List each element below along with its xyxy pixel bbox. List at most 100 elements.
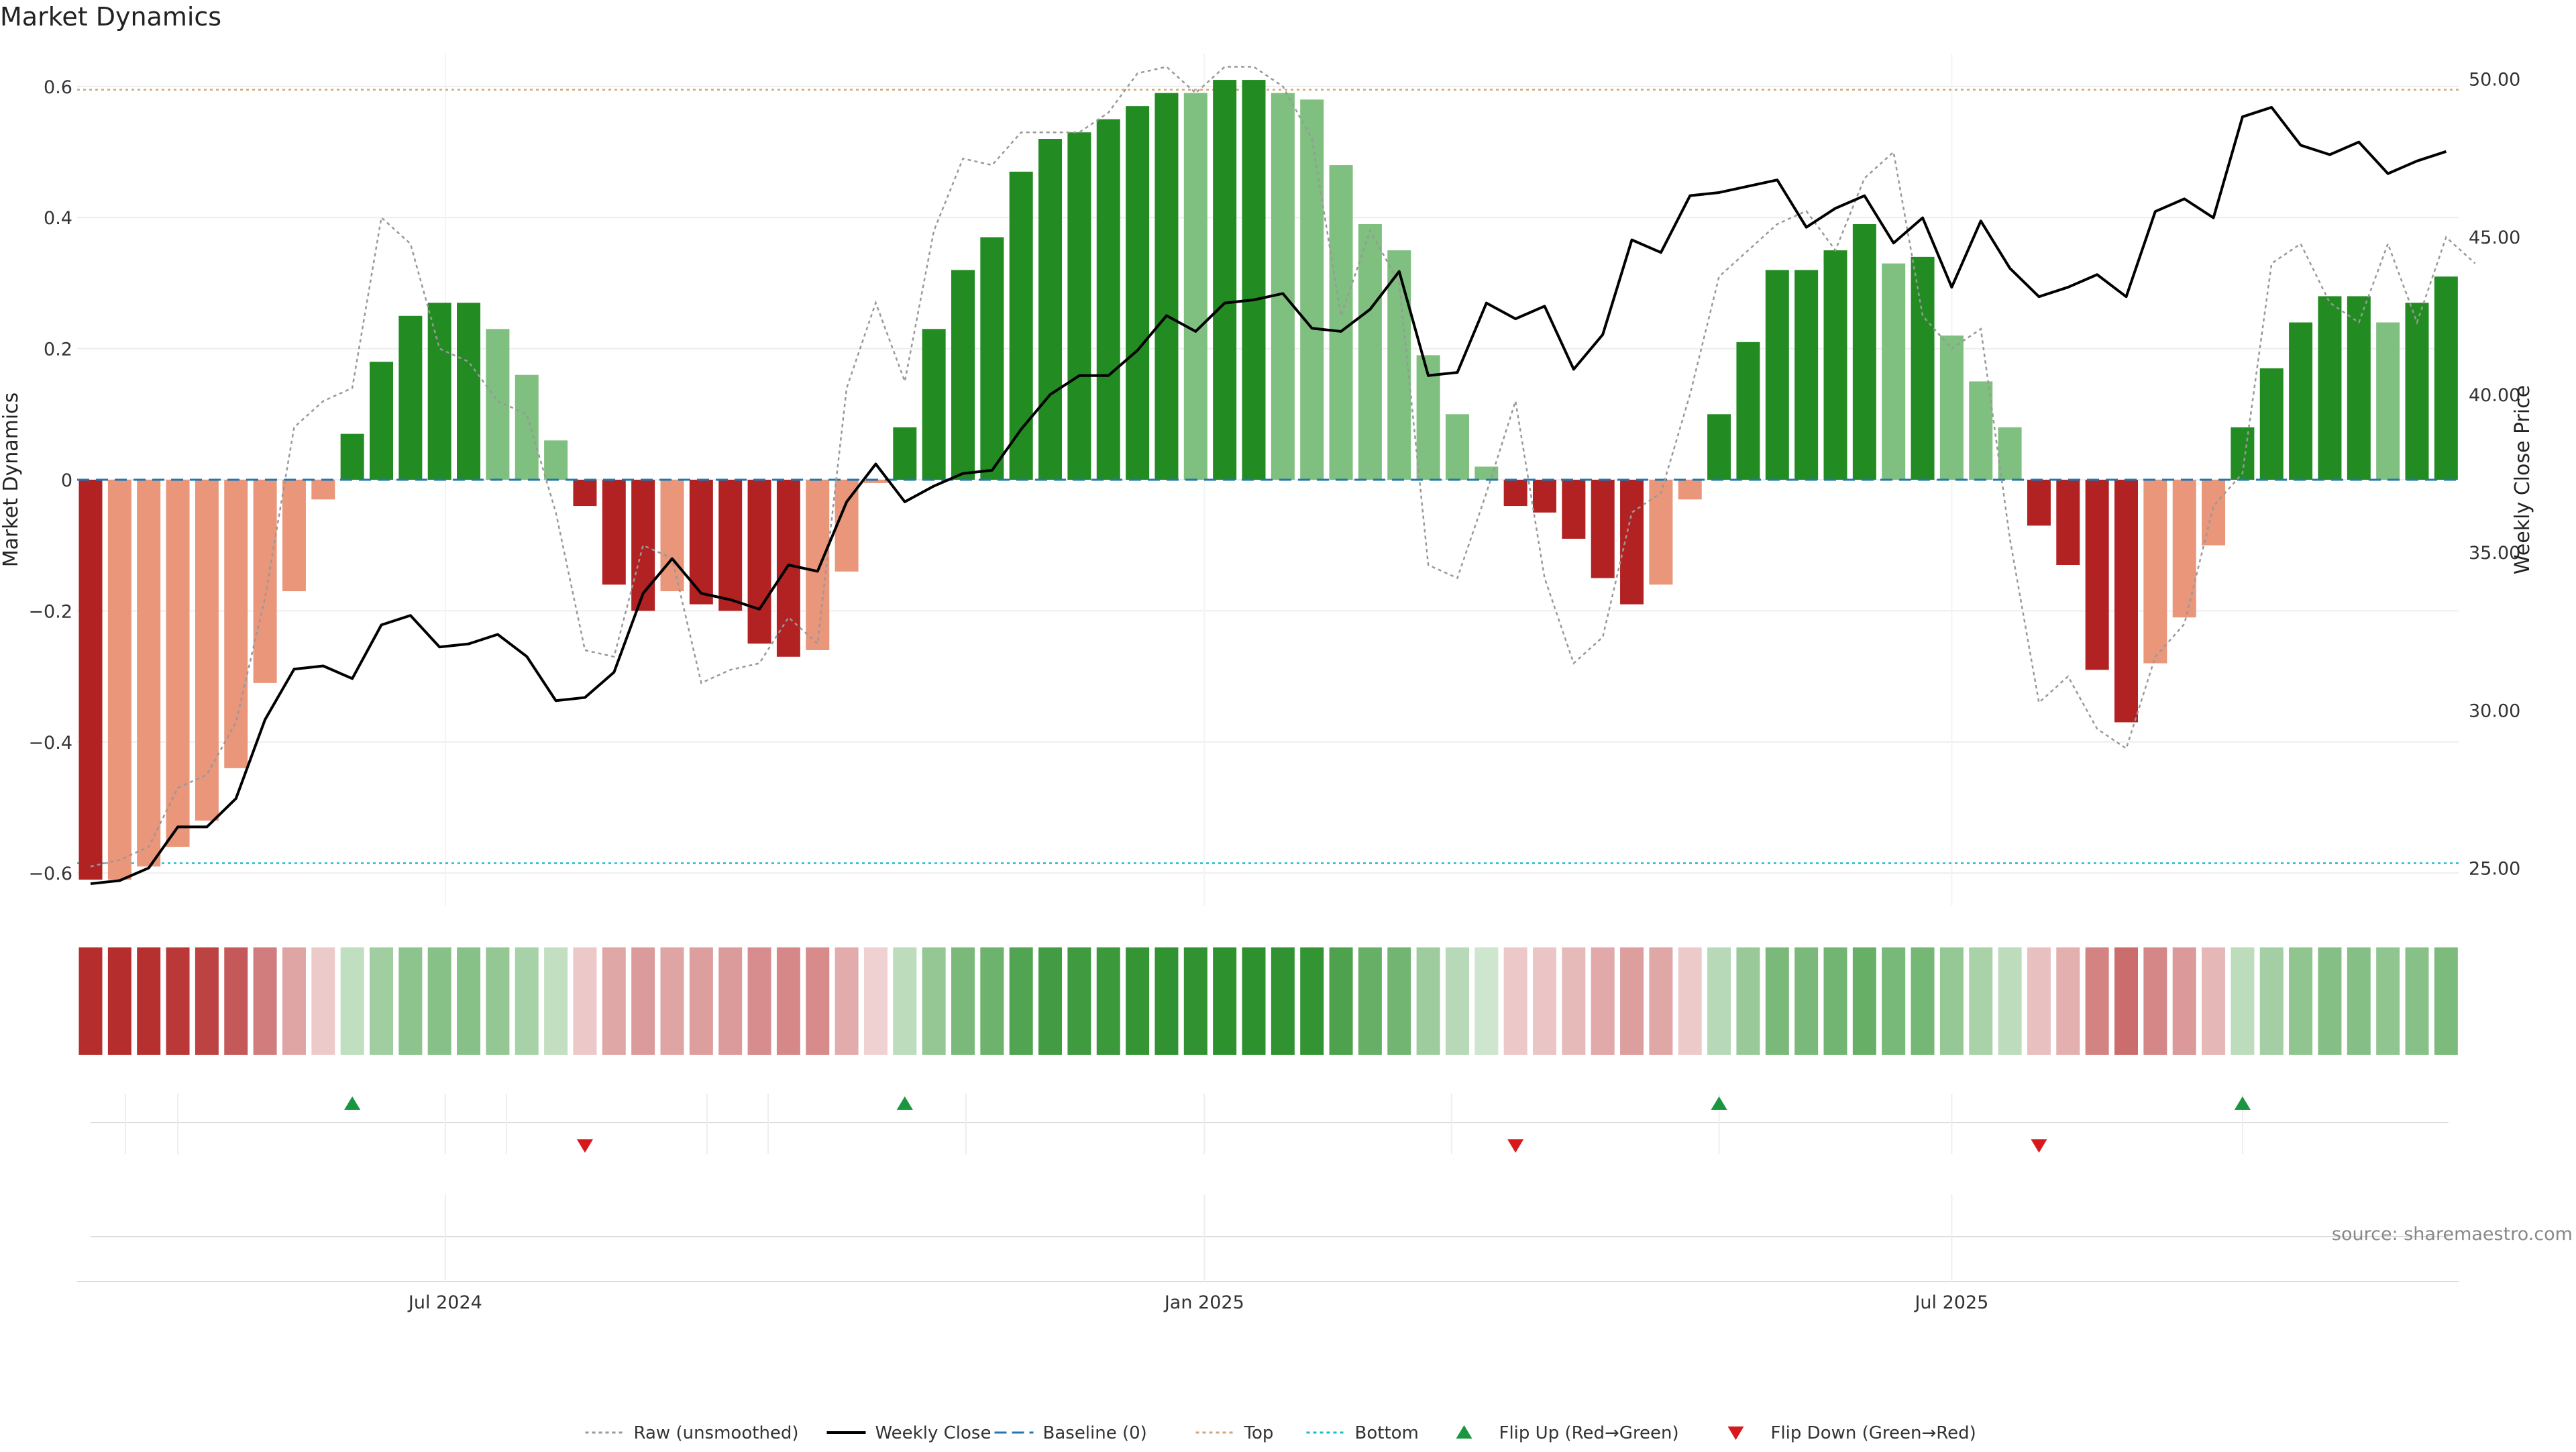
momentum-bar: [2259, 368, 2284, 480]
momentum-bar: [980, 237, 1004, 480]
strength-cell: [1678, 947, 1702, 1055]
momentum-bar: [544, 440, 568, 480]
momentum-bar: [2172, 480, 2196, 618]
strength-cell: [2172, 947, 2196, 1055]
y-tick-label: −0.4: [28, 733, 72, 754]
momentum-bar: [311, 480, 335, 500]
momentum-bar: [747, 480, 771, 644]
x-axis: Jul 2024 Jan 2025 Jul 2025: [77, 1194, 2459, 1313]
strength-cell: [1911, 947, 1935, 1055]
momentum-bar: [427, 303, 451, 480]
strength-cell: [340, 947, 364, 1055]
momentum-bar: [1620, 480, 1644, 605]
strength-cell: [1794, 947, 1819, 1055]
strength-cell: [1096, 947, 1120, 1055]
strength-cell: [2202, 947, 2226, 1055]
legend-label: Top: [1244, 1423, 1274, 1443]
momentum-bar: [1358, 224, 1382, 480]
y2-tick-label: 35.00: [2469, 543, 2520, 564]
strength-cell: [2143, 947, 2167, 1055]
strength-cell: [427, 947, 451, 1055]
momentum-bar: [1242, 80, 1266, 480]
momentum-bar: [2231, 427, 2255, 480]
strength-cell: [1183, 947, 1208, 1055]
strength-cell: [718, 947, 743, 1055]
strength-cell: [1707, 947, 1731, 1055]
strength-cell: [1765, 947, 1789, 1055]
momentum-bar: [2347, 296, 2371, 480]
axes: −0.6 −0.4 −0.2 0 0.2 0.4 0.6 25.00 30.00 35.00 40.…: [28, 70, 2520, 885]
weekly-close-line: [90, 105, 2447, 886]
raw-line: [90, 66, 2476, 868]
strength-cell: [2027, 947, 2051, 1055]
momentum-bar: [1213, 80, 1237, 480]
momentum-bar: [2289, 322, 2313, 480]
strength-cell: [1562, 947, 1586, 1055]
y2-tick-label: 50.00: [2469, 70, 2520, 91]
momentum-bar: [660, 480, 684, 592]
flip-down-marker: [576, 1139, 593, 1153]
y-tick-label: −0.6: [28, 864, 72, 884]
strength-cell: [486, 947, 510, 1055]
legend-label: Bottom: [1355, 1423, 1419, 1443]
momentum-bar: [2202, 480, 2226, 546]
strength-cell: [398, 947, 423, 1055]
strength-cell: [2056, 947, 2080, 1055]
strength-cell: [2259, 947, 2284, 1055]
legend-item: Raw (unsmoothed): [585, 1423, 799, 1443]
strength-cell: [282, 947, 306, 1055]
momentum-bar: [166, 480, 190, 847]
momentum-bar: [1939, 335, 1964, 480]
momentum-bar: [2027, 480, 2051, 526]
strength-cell: [776, 947, 800, 1055]
momentum-bar: [1969, 381, 1993, 480]
strength-cell: [2405, 947, 2429, 1055]
strength-cell: [1067, 947, 1091, 1055]
momentum-bar: [2114, 480, 2138, 723]
legend-item: Baseline (0): [994, 1423, 1147, 1443]
strength-cell: [1852, 947, 1876, 1055]
legend-label: Flip Up (Red→Green): [1499, 1423, 1679, 1443]
source-label: source: sharemaestro.com: [2332, 1224, 2573, 1245]
momentum-bar: [1882, 263, 1906, 480]
legend-item: Flip Up (Red→Green): [1456, 1423, 1679, 1443]
strength-cell: [922, 947, 946, 1055]
momentum-bar: [137, 480, 161, 867]
strength-cell: [689, 947, 713, 1055]
strength-cell: [1533, 947, 1556, 1055]
strength-cell: [1038, 947, 1063, 1055]
strength-cell: [457, 947, 481, 1055]
y-tick-label: 0.6: [44, 77, 72, 98]
strength-cell: [1939, 947, 1964, 1055]
strength-cell: [631, 947, 655, 1055]
strength-cell: [2114, 947, 2138, 1055]
strength-cell: [370, 947, 393, 1055]
momentum-bar: [1707, 414, 1731, 480]
chart-title: Market Dynamics: [0, 2, 221, 32]
y2-tick-label: 30.00: [2469, 701, 2520, 721]
momentum-bar: [1911, 256, 1935, 480]
strength-cell: [2434, 947, 2458, 1055]
strength-cell: [195, 947, 219, 1055]
strength-cell: [253, 947, 277, 1055]
strength-cell: [1823, 947, 1847, 1055]
momentum-bar: [78, 480, 103, 880]
legend-label: Baseline (0): [1043, 1423, 1147, 1443]
momentum-bar: [340, 433, 364, 480]
y2-axis-label: Weekly Close Price: [2511, 385, 2534, 574]
y-axis-label: Market Dynamics: [0, 393, 23, 568]
momentum-bar: [1445, 414, 1469, 480]
flip-up-marker: [2234, 1096, 2251, 1110]
momentum-bar: [893, 427, 917, 480]
strength-cell: [2289, 947, 2313, 1055]
momentum-bar: [2376, 322, 2400, 480]
y2-tick-label: 25.00: [2469, 859, 2520, 880]
strength-cell: [107, 947, 131, 1055]
strength-cell: [893, 947, 917, 1055]
strength-cell: [1242, 947, 1266, 1055]
x-tick-label: Jul 2024: [407, 1292, 482, 1313]
flip-markers: [91, 1094, 2449, 1154]
legend-symbol: [1727, 1427, 1744, 1440]
strength-cell: [863, 947, 888, 1055]
legend-label: Flip Down (Green→Red): [1771, 1423, 1976, 1443]
